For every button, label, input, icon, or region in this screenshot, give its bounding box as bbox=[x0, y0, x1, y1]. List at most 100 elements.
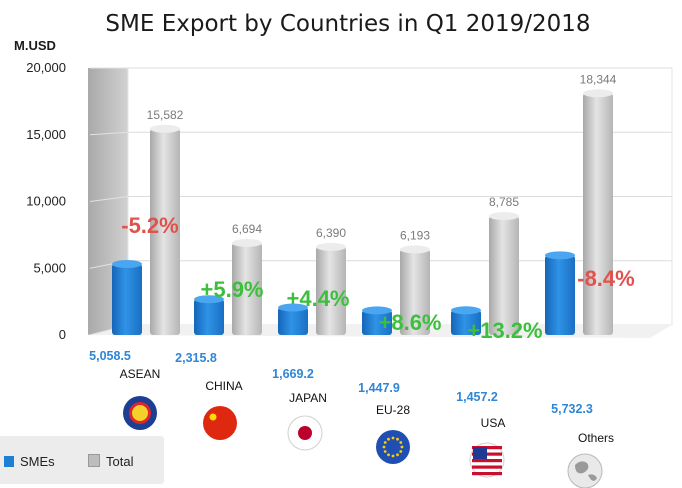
total-value-label: 6,390 bbox=[316, 226, 346, 240]
gridline-side bbox=[89, 196, 129, 202]
change-label: -5.2% bbox=[121, 213, 178, 238]
bars bbox=[112, 89, 613, 335]
asean-emblem-icon-core bbox=[132, 405, 148, 421]
eu-flag-icon-star bbox=[391, 436, 395, 440]
bar-smes bbox=[545, 255, 575, 335]
eu-flag-icon bbox=[376, 430, 410, 464]
y-axis-ticks: 0 5,000 10,000 15,000 20,000 bbox=[26, 60, 66, 342]
eu-flag-icon-star bbox=[382, 445, 386, 449]
eu-flag-icon-star bbox=[391, 454, 395, 458]
smes-value-label: 1,447.9 bbox=[358, 381, 400, 395]
gridline-side bbox=[89, 131, 129, 136]
bar-smes bbox=[194, 299, 224, 335]
change-label: +8.6% bbox=[379, 310, 442, 335]
bar-smes bbox=[362, 310, 392, 335]
bar-total bbox=[232, 242, 262, 335]
japan-flag-icon bbox=[287, 415, 323, 451]
bar-smes-top bbox=[194, 295, 224, 304]
usa-flag-icon bbox=[469, 442, 505, 478]
bar-total bbox=[583, 93, 613, 335]
y-tick-label: 5,000 bbox=[33, 260, 66, 275]
smes-value-label: 1,457.2 bbox=[456, 390, 498, 404]
category-label: CHINA bbox=[205, 379, 242, 393]
globe-icon bbox=[567, 453, 603, 488]
eu-flag-icon-star bbox=[387, 453, 390, 457]
category-label: EU-28 bbox=[376, 403, 410, 417]
legend-swatch-total bbox=[88, 454, 100, 467]
smes-value-label: 5,058.5 bbox=[89, 349, 131, 363]
smes-value-label: 5,732.3 bbox=[551, 402, 593, 416]
eu-flag-icon-star bbox=[383, 450, 387, 453]
bar-total bbox=[489, 216, 519, 335]
usa-flag-icon-stripe bbox=[472, 472, 502, 476]
smes-value-label: 1,669.2 bbox=[272, 367, 314, 381]
eu-flag-icon-star bbox=[399, 441, 403, 444]
bar-smes-top bbox=[545, 251, 575, 260]
bar-total-top bbox=[232, 238, 262, 247]
gridlines bbox=[89, 67, 672, 336]
bar-total bbox=[316, 246, 346, 335]
change-label: +4.4% bbox=[287, 286, 350, 311]
usa-flag-icon-stripe bbox=[472, 465, 502, 469]
eu-flag-icon-star bbox=[396, 437, 399, 441]
globe-icon-land bbox=[588, 474, 597, 481]
eu-flag-icon-star bbox=[399, 450, 403, 453]
bar-smes bbox=[112, 263, 142, 335]
legend: SMEs Total bbox=[0, 436, 164, 484]
category-label: ASEAN bbox=[120, 367, 161, 381]
eu-flag-icon-star bbox=[400, 445, 404, 449]
bar-smes-top bbox=[362, 306, 392, 315]
category-labels: ASEAN CHINA JAPAN EU-28 USA Others bbox=[120, 367, 614, 445]
globe-icon-land bbox=[575, 461, 589, 474]
asean-emblem-icon bbox=[123, 396, 157, 430]
usa-flag-icon-canton bbox=[473, 447, 487, 459]
china-flag-icon-bg bbox=[203, 406, 237, 440]
legend-label-total: Total bbox=[106, 454, 134, 469]
smes-value-label: 2,315.8 bbox=[175, 351, 217, 365]
y-tick-label: 10,000 bbox=[26, 194, 66, 209]
category-label: USA bbox=[481, 416, 506, 430]
japan-flag-icon-sun bbox=[298, 426, 312, 440]
legend-swatch-smes bbox=[4, 456, 14, 467]
eu-flag-icon-star bbox=[396, 453, 399, 457]
bar-smes-top bbox=[278, 303, 308, 312]
bar-total-top bbox=[583, 89, 613, 98]
y-axis-unit: M.USD bbox=[14, 38, 56, 53]
bar-total-top bbox=[400, 245, 430, 254]
bar-total bbox=[150, 128, 180, 335]
legend-item-smes: SMEs bbox=[4, 454, 55, 469]
bar-smes bbox=[278, 307, 308, 335]
bar-smes bbox=[451, 310, 481, 335]
eu-flag-icon-bg bbox=[376, 430, 410, 464]
flags bbox=[123, 396, 603, 488]
china-flag-icon bbox=[203, 406, 237, 440]
y-tick-label: 15,000 bbox=[26, 127, 66, 142]
change-label: +13.2% bbox=[467, 318, 542, 343]
change-label: +5.9% bbox=[201, 277, 264, 302]
total-value-label: 8,785 bbox=[489, 195, 519, 209]
bar-smes-top bbox=[451, 306, 481, 315]
bar-total-top bbox=[150, 124, 180, 133]
legend-label-smes: SMEs bbox=[20, 454, 55, 469]
legend-item-total: Total bbox=[88, 454, 133, 469]
bar-total-top bbox=[489, 212, 519, 221]
change-label: -8.4% bbox=[577, 266, 634, 291]
bar-smes-top bbox=[112, 259, 142, 268]
total-value-label: 6,193 bbox=[400, 228, 430, 242]
total-value-label: 15,582 bbox=[147, 108, 184, 122]
bar-total-top bbox=[316, 242, 346, 251]
usa-flag-icon-stripe bbox=[472, 459, 502, 463]
total-value-label: 18,344 bbox=[580, 72, 617, 86]
category-label: Others bbox=[578, 431, 614, 445]
data-labels: 15,582 5,058.5 -5.2% 6,694 2,315.8 +5.9% 6,390… bbox=[89, 72, 635, 416]
eu-flag-icon-star bbox=[387, 437, 390, 441]
china-flag-icon-star bbox=[209, 413, 217, 421]
category-label: JAPAN bbox=[289, 391, 327, 405]
y-tick-label: 20,000 bbox=[26, 60, 66, 75]
chart-title: SME Export by Countries in Q1 2019/2018 bbox=[105, 11, 590, 37]
y-tick-label: 0 bbox=[59, 327, 66, 342]
eu-flag-icon-star bbox=[383, 441, 387, 444]
bar-total bbox=[400, 249, 430, 335]
total-value-label: 6,694 bbox=[232, 222, 262, 236]
